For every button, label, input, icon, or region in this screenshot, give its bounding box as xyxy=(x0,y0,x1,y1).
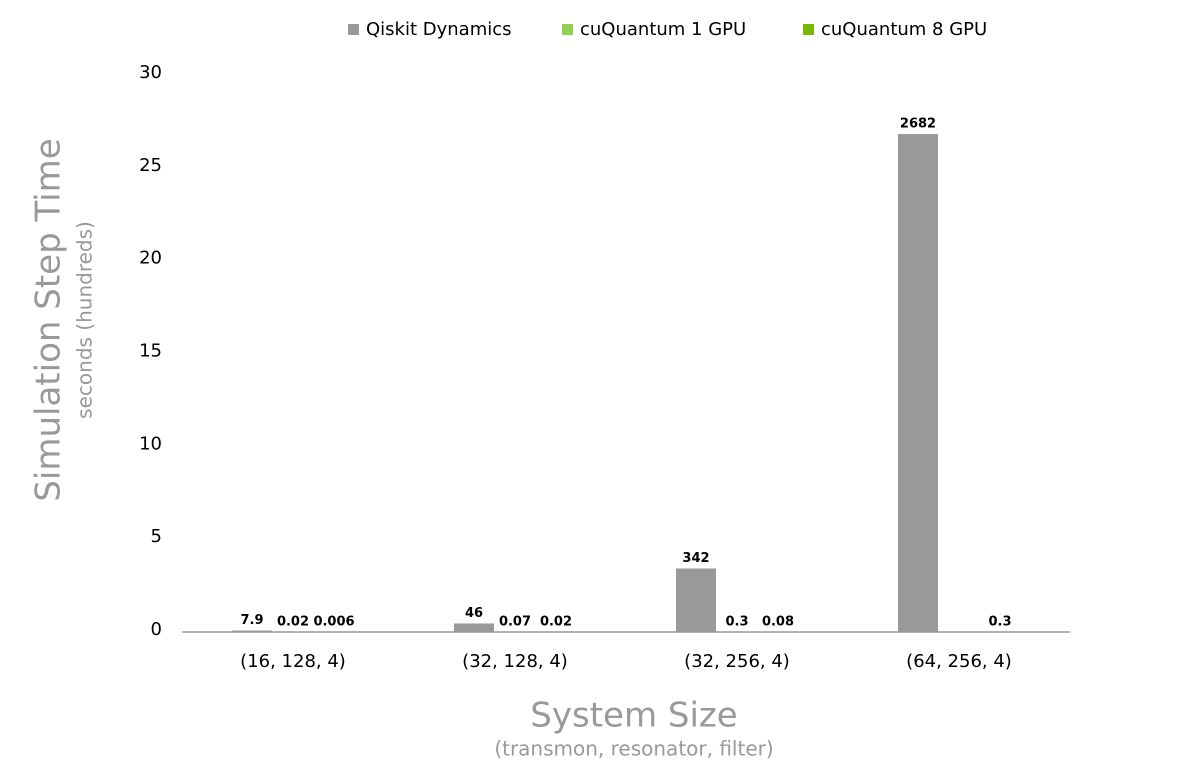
legend-label: Qiskit Dynamics xyxy=(366,19,512,40)
value-label: 0.02 xyxy=(540,614,572,629)
x-tick-label: (32, 128, 4) xyxy=(462,651,568,672)
y-tick-label: 20 xyxy=(139,248,162,269)
value-label: 0.006 xyxy=(313,614,354,629)
value-label: 46 xyxy=(465,606,483,621)
x-axis-title: System Size xyxy=(530,696,737,736)
y-axis-subtitle: seconds (hundreds) xyxy=(73,221,97,419)
x-tick-label: (16, 128, 4) xyxy=(240,651,346,672)
value-label: 2682 xyxy=(900,117,936,132)
legend-swatch xyxy=(803,24,814,35)
legend-label: cuQuantum 1 GPU xyxy=(580,19,746,40)
y-tick-label: 15 xyxy=(139,341,162,362)
x-tick-label: (32, 256, 4) xyxy=(684,651,790,672)
y-tick-label: 30 xyxy=(139,62,162,83)
y-tick-label: 0 xyxy=(151,619,162,640)
legend-swatch xyxy=(562,24,573,35)
value-label: 7.9 xyxy=(240,613,263,628)
y-tick-label: 10 xyxy=(139,433,162,454)
value-label: 0.07 xyxy=(499,614,531,629)
bar xyxy=(898,134,938,633)
bar xyxy=(454,623,494,632)
value-label: 342 xyxy=(682,551,709,566)
value-label: 0.08 xyxy=(762,614,794,629)
x-tick-label: (64, 256, 4) xyxy=(906,651,1012,672)
x-axis-subtitle: (transmon, resonator, filter) xyxy=(494,737,773,761)
y-tick-label: 25 xyxy=(139,155,162,176)
legend-swatch xyxy=(348,24,359,35)
value-label: 0.3 xyxy=(988,614,1011,629)
bar xyxy=(676,568,716,632)
value-label: 0.3 xyxy=(725,614,748,629)
y-axis-title: Simulation Step Time xyxy=(29,138,69,501)
y-tick-label: 5 xyxy=(151,526,162,547)
legend-label: cuQuantum 8 GPU xyxy=(821,19,987,40)
value-label: 0.02 xyxy=(277,614,309,629)
